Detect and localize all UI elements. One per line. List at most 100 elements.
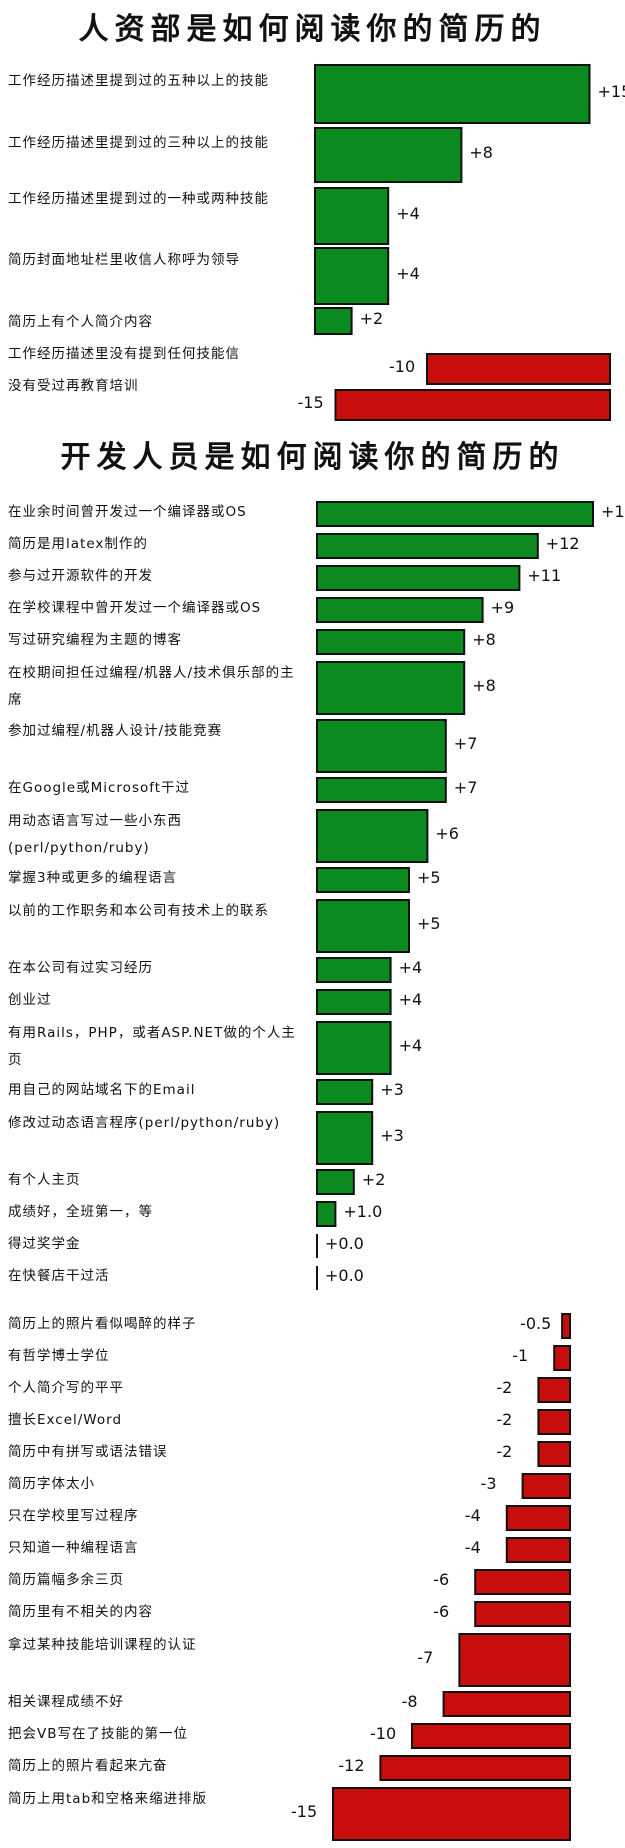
- dev-value-label: +12: [545, 534, 580, 553]
- dev-bar: [521, 1473, 571, 1499]
- dev-bar: [316, 1079, 374, 1105]
- hr-value-label: +4: [396, 204, 420, 223]
- dev-bar: [316, 629, 466, 655]
- dev-category-label: 在本公司有过实习经历: [8, 960, 153, 976]
- dev-bar: [316, 661, 466, 715]
- dev-category-label: 个人简介写的平平: [8, 1380, 124, 1396]
- hr-category-label: 简历上有个人简介内容: [8, 314, 153, 330]
- dev-bar: [458, 1633, 571, 1687]
- hr-value-label: -10: [389, 357, 416, 376]
- dev-bar: [316, 899, 410, 953]
- dev-bar: [505, 1537, 571, 1563]
- dev-value-label: +7: [453, 734, 478, 753]
- dev-value-label: -10: [370, 1724, 397, 1743]
- dev-bar: [316, 989, 392, 1015]
- dev-category-label: 简历篇幅多余三页: [8, 1572, 124, 1588]
- dev-bar: [316, 809, 429, 863]
- dev-bar: [537, 1441, 572, 1467]
- dev-value-label: -7: [417, 1648, 434, 1667]
- dev-category-label: 拿过某种技能培训课程的认证: [8, 1637, 197, 1653]
- dev-value-label: -6: [433, 1602, 450, 1621]
- dev-value-label: -2: [496, 1378, 513, 1397]
- dev-value-label: +4: [398, 1036, 423, 1055]
- hr-chart-title: 人资部是如何阅读你的简历的: [78, 12, 547, 47]
- dev-category-label: 有哲学博士学位: [8, 1348, 110, 1364]
- hr-value-label: +15: [597, 82, 625, 101]
- hr-category-label: 工作经历描述里没有提到任何技能信: [8, 346, 240, 362]
- dev-category-label: 用动态语言写过一些小东西(perl/python/ruby): [8, 813, 182, 856]
- dev-bar: [411, 1723, 571, 1749]
- hr-bar: [334, 389, 611, 421]
- dev-category-label: 修改过动态语言程序(perl/python/ruby): [8, 1115, 281, 1131]
- dev-value-label: +3: [380, 1080, 404, 1099]
- hr-bar: [426, 353, 611, 385]
- dev-value-label: +5: [417, 914, 441, 933]
- dev-bar: [316, 777, 447, 803]
- dev-category-label: 写过研究编程为主题的博客: [8, 632, 182, 648]
- dev-category-label: 把会VB写在了技能的第一位: [8, 1726, 188, 1742]
- dev-bar: [442, 1691, 572, 1717]
- dev-category-label: 用自己的网站域名下的Email: [8, 1082, 196, 1098]
- dev-category-label: 在Google或Microsoft干过: [8, 780, 191, 796]
- hr-category-label: 工作经历描述里提到过的一种或两种技能: [8, 191, 269, 207]
- dev-bar: [316, 1169, 355, 1195]
- dev-category-label: 掌握3种或更多的编程语言: [8, 870, 178, 886]
- dev-category-label: 简历中有拼写或语法错误: [8, 1444, 168, 1460]
- dev-value-label: +8: [472, 676, 496, 695]
- hr-category-label: 工作经历描述里提到过的三种以上的技能: [8, 135, 269, 151]
- dev-category-label: 参与过开源软件的开发: [8, 568, 153, 584]
- dev-category-label: 有个人主页: [8, 1172, 81, 1188]
- dev-value-label: +9: [490, 598, 515, 617]
- hr-value-label: +4: [396, 264, 420, 283]
- dev-category-label: 在学校课程中曾开发过一个编译器或OS: [8, 600, 262, 616]
- dev-value-label: -2: [496, 1410, 513, 1429]
- dev-bar: [316, 565, 521, 591]
- dev-bar: [537, 1377, 572, 1403]
- dev-bar: [316, 1111, 374, 1165]
- dev-bar: [316, 533, 539, 559]
- hr-bar: [314, 307, 353, 335]
- dev-value-label: -4: [464, 1506, 481, 1525]
- dev-value-label: -8: [401, 1692, 418, 1711]
- dev-value-label: -6: [433, 1570, 450, 1589]
- dev-category-label: 在业余时间曾开发过一个编译器或OS: [8, 504, 247, 520]
- hr-category-label: 简历封面地址栏里收信人称呼为领导: [8, 252, 240, 268]
- dev-bar: [316, 957, 392, 983]
- hr-category-label: 没有受过再教育培训: [8, 378, 139, 394]
- dev-value-label: +8: [472, 630, 496, 649]
- dev-category-label: 简历里有不相关的内容: [8, 1604, 153, 1620]
- dev-category-label: 得过奖学金: [8, 1236, 81, 1252]
- dev-bar: [505, 1505, 571, 1531]
- dev-value-label: +6: [435, 824, 459, 843]
- dev-category-label: 简历上的照片看起来亢奋: [8, 1758, 168, 1774]
- dev-bar: [474, 1569, 572, 1595]
- dev-value-label: +5: [417, 868, 441, 887]
- hr-value-label: +8: [469, 143, 493, 162]
- dev-value-label: -15: [291, 1802, 318, 1821]
- dev-bar: [316, 1021, 392, 1075]
- dev-bar: [332, 1787, 571, 1841]
- hr-bar: [314, 127, 463, 183]
- dev-value-label: +7: [453, 778, 478, 797]
- dev-value-label: +0.0: [325, 1234, 364, 1253]
- dev-bar: [316, 501, 594, 527]
- dev-bar: [316, 719, 447, 773]
- dev-bar: [379, 1755, 571, 1781]
- dev-bar: [553, 1345, 572, 1371]
- hr-bar: [314, 247, 390, 305]
- hr-value-label: -15: [297, 393, 324, 412]
- dev-value-label: +4: [398, 958, 423, 977]
- dev-category-label: 简历上用tab和空格来缩进排版: [8, 1791, 208, 1807]
- dev-category-label: 简历上的照片看似喝醉的样子: [8, 1316, 197, 1332]
- dev-value-label: +0.0: [325, 1266, 364, 1285]
- dev-category-label: 只知道一种编程语言: [8, 1540, 139, 1556]
- dev-bar: [537, 1409, 572, 1435]
- dev-bar: [316, 867, 410, 893]
- dev-value-label: +11: [527, 566, 562, 585]
- hr-category-label: 工作经历描述里提到过的五种以上的技能: [8, 73, 269, 89]
- dev-value-label: +15: [601, 502, 625, 521]
- dev-value-label: -12: [338, 1756, 365, 1775]
- dev-bar: [561, 1313, 571, 1339]
- dev-value-label: +3: [380, 1126, 404, 1145]
- dev-category-label: 在校期间担任过编程/机器人/技术俱乐部的主席: [8, 665, 295, 708]
